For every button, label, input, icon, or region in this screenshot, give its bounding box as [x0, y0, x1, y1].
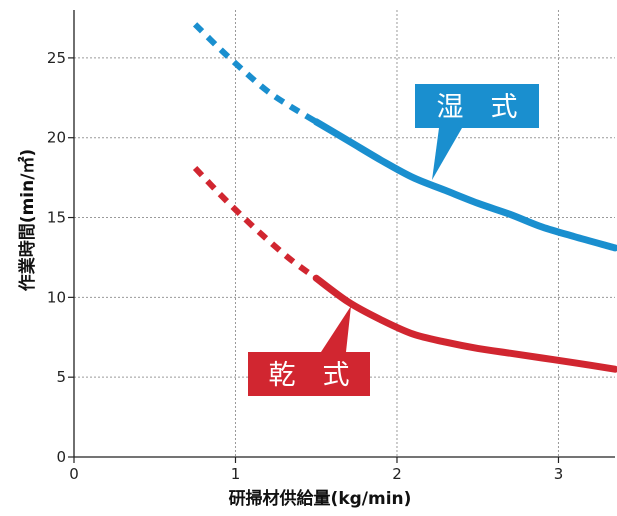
y-tick-label: 5	[56, 368, 66, 386]
series-lines	[192, 22, 617, 373]
axes	[68, 10, 615, 463]
y-tick-label: 15	[47, 209, 66, 227]
series-wet-dashed-line	[193, 22, 318, 125]
tick-labels: 0 1 2 3 0 5 10 15 20 25	[47, 49, 563, 483]
x-axis-title: 研掃材供給量(kg/min)	[229, 488, 412, 509]
series-dry-dashed-line	[192, 165, 318, 281]
x-tick-label: 0	[69, 465, 79, 483]
grid-lines	[74, 10, 615, 457]
callout-pointer	[432, 128, 462, 180]
callout-pointer	[321, 306, 351, 352]
x-tick-label: 1	[231, 465, 241, 483]
dry-callout: 乾 式	[248, 306, 370, 396]
y-axis-title: 作業時間(min/㎡)	[17, 149, 38, 291]
wet-callout: 湿 式	[415, 84, 539, 180]
series-callouts: 湿 式乾 式	[248, 84, 539, 396]
x-tick-label: 3	[554, 465, 564, 483]
y-tick-label: 10	[47, 288, 66, 306]
x-tick-label: 2	[392, 465, 402, 483]
series-wet-solid-line	[312, 118, 617, 252]
y-tick-label: 25	[47, 49, 66, 67]
callout-box	[415, 84, 539, 128]
callout-box	[248, 352, 370, 396]
y-tick-label: 20	[47, 129, 66, 147]
y-tick-label: 0	[56, 448, 66, 466]
callout-label: 乾 式	[269, 360, 350, 391]
series-dry-solid-line	[312, 274, 617, 373]
callout-label: 湿 式	[437, 92, 518, 123]
